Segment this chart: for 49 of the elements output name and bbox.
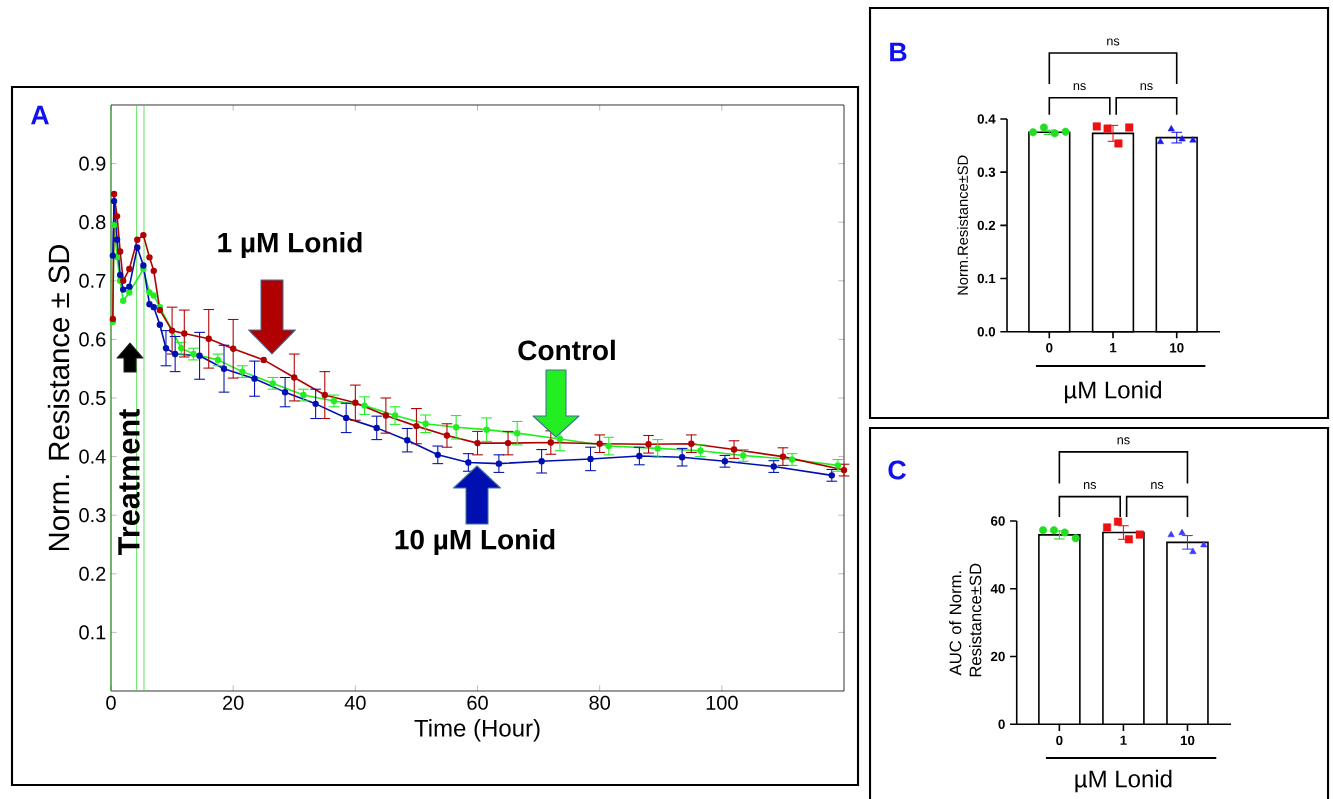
text: ns — [1107, 38, 1120, 46]
x-tick-label: 10 — [1170, 343, 1184, 353]
x-tick-label: 0 — [1046, 343, 1053, 353]
chart-title: C — [888, 460, 906, 480]
y-tick-label: 0.4 — [79, 449, 106, 464]
x-tick-label: 1 — [1110, 343, 1117, 353]
y-tick-label: 0.4 — [977, 114, 996, 124]
y-tick-label: 0 — [998, 719, 1005, 730]
x-tick-label: 60 — [467, 695, 488, 710]
text: ns — [1073, 83, 1086, 91]
y-tick-label: 0.2 — [977, 220, 996, 231]
x-axis-title: Time (Hour) — [414, 719, 540, 742]
x-tick-label: 0 — [106, 695, 116, 710]
y-tick-label: 0.7 — [79, 273, 106, 288]
x-tick-label: 20 — [223, 695, 244, 710]
y-tick-label: 0.8 — [79, 215, 106, 230]
chart-title: B — [890, 42, 907, 62]
x-tick-label: 10 — [1180, 735, 1195, 746]
y-tick-label: 0.5 — [79, 390, 106, 406]
x-tick-label: 0 — [1056, 735, 1063, 746]
x-tick-label: 40 — [344, 695, 366, 710]
y-tick-label: 0.1 — [977, 273, 996, 284]
y-tick-label: 0.6 — [79, 332, 106, 347]
x-tick-label: 100 — [706, 695, 738, 710]
x-tick-label: 1 — [1120, 735, 1127, 745]
y-tick-label: 60 — [990, 516, 1005, 526]
y-tick-label: 0.9 — [79, 156, 106, 171]
y-tick-label: 0.1 — [79, 625, 106, 640]
x-axis-title: µM Lonid — [1075, 769, 1172, 793]
y-axis-title: Norm.Resistance±SD — [957, 155, 968, 295]
y-axis-title: AUC of Norm. Resistance±SD — [949, 563, 982, 677]
text: Control — [518, 339, 615, 361]
y-tick-label: 0.2 — [79, 566, 106, 581]
text: ns — [1083, 482, 1097, 489]
y-tick-label: 20 — [990, 651, 1005, 662]
annotation: Treatment — [118, 409, 140, 555]
x-axis-title: µM Lonid — [1065, 380, 1162, 404]
y-tick-label: 0.3 — [79, 508, 106, 523]
x-tick-label: 80 — [589, 695, 610, 710]
y-tick-label: 0.3 — [977, 167, 996, 177]
text: 1 µM Lonid — [218, 231, 362, 259]
text: ns — [1151, 482, 1164, 489]
text: ns — [1140, 83, 1153, 91]
y-axis-title: Norm. Resistance ± SD — [47, 244, 70, 551]
y-tick-label: 0.0 — [977, 326, 996, 337]
text: ns — [1117, 437, 1130, 445]
y-tick-label: 40 — [990, 584, 1005, 594]
legend-label: 10 µM Lonid — [395, 528, 555, 556]
chart-title: A — [31, 105, 49, 125]
